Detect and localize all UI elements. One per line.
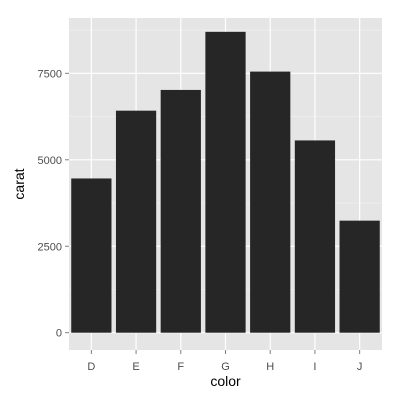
x-tick-label: D <box>87 361 95 373</box>
x-tick-label: J <box>357 361 363 373</box>
x-tick-label: G <box>221 361 230 373</box>
bars <box>71 31 380 333</box>
bar-G <box>205 31 246 333</box>
y-tick-label: 0 <box>56 328 62 340</box>
x-tick-label: I <box>313 361 316 373</box>
y-axis-title: carat <box>11 168 27 199</box>
x-tick-label: H <box>266 361 274 373</box>
bar-D <box>71 178 112 333</box>
bar-F <box>160 89 201 333</box>
x-tick-label: F <box>177 361 184 373</box>
bar-H <box>250 71 291 333</box>
y-tick-label: 2500 <box>38 241 62 253</box>
y-tick-label: 5000 <box>38 155 62 167</box>
y-tick-label: 7500 <box>38 68 62 80</box>
bar-J <box>339 220 380 333</box>
y-axis: 0 2500 5000 7500 <box>38 68 69 340</box>
bar-I <box>294 140 336 333</box>
x-axis: D E F G H I J <box>87 350 362 373</box>
x-tick-label: E <box>132 361 139 373</box>
x-axis-title: color <box>210 373 241 389</box>
bar-E <box>115 110 157 333</box>
